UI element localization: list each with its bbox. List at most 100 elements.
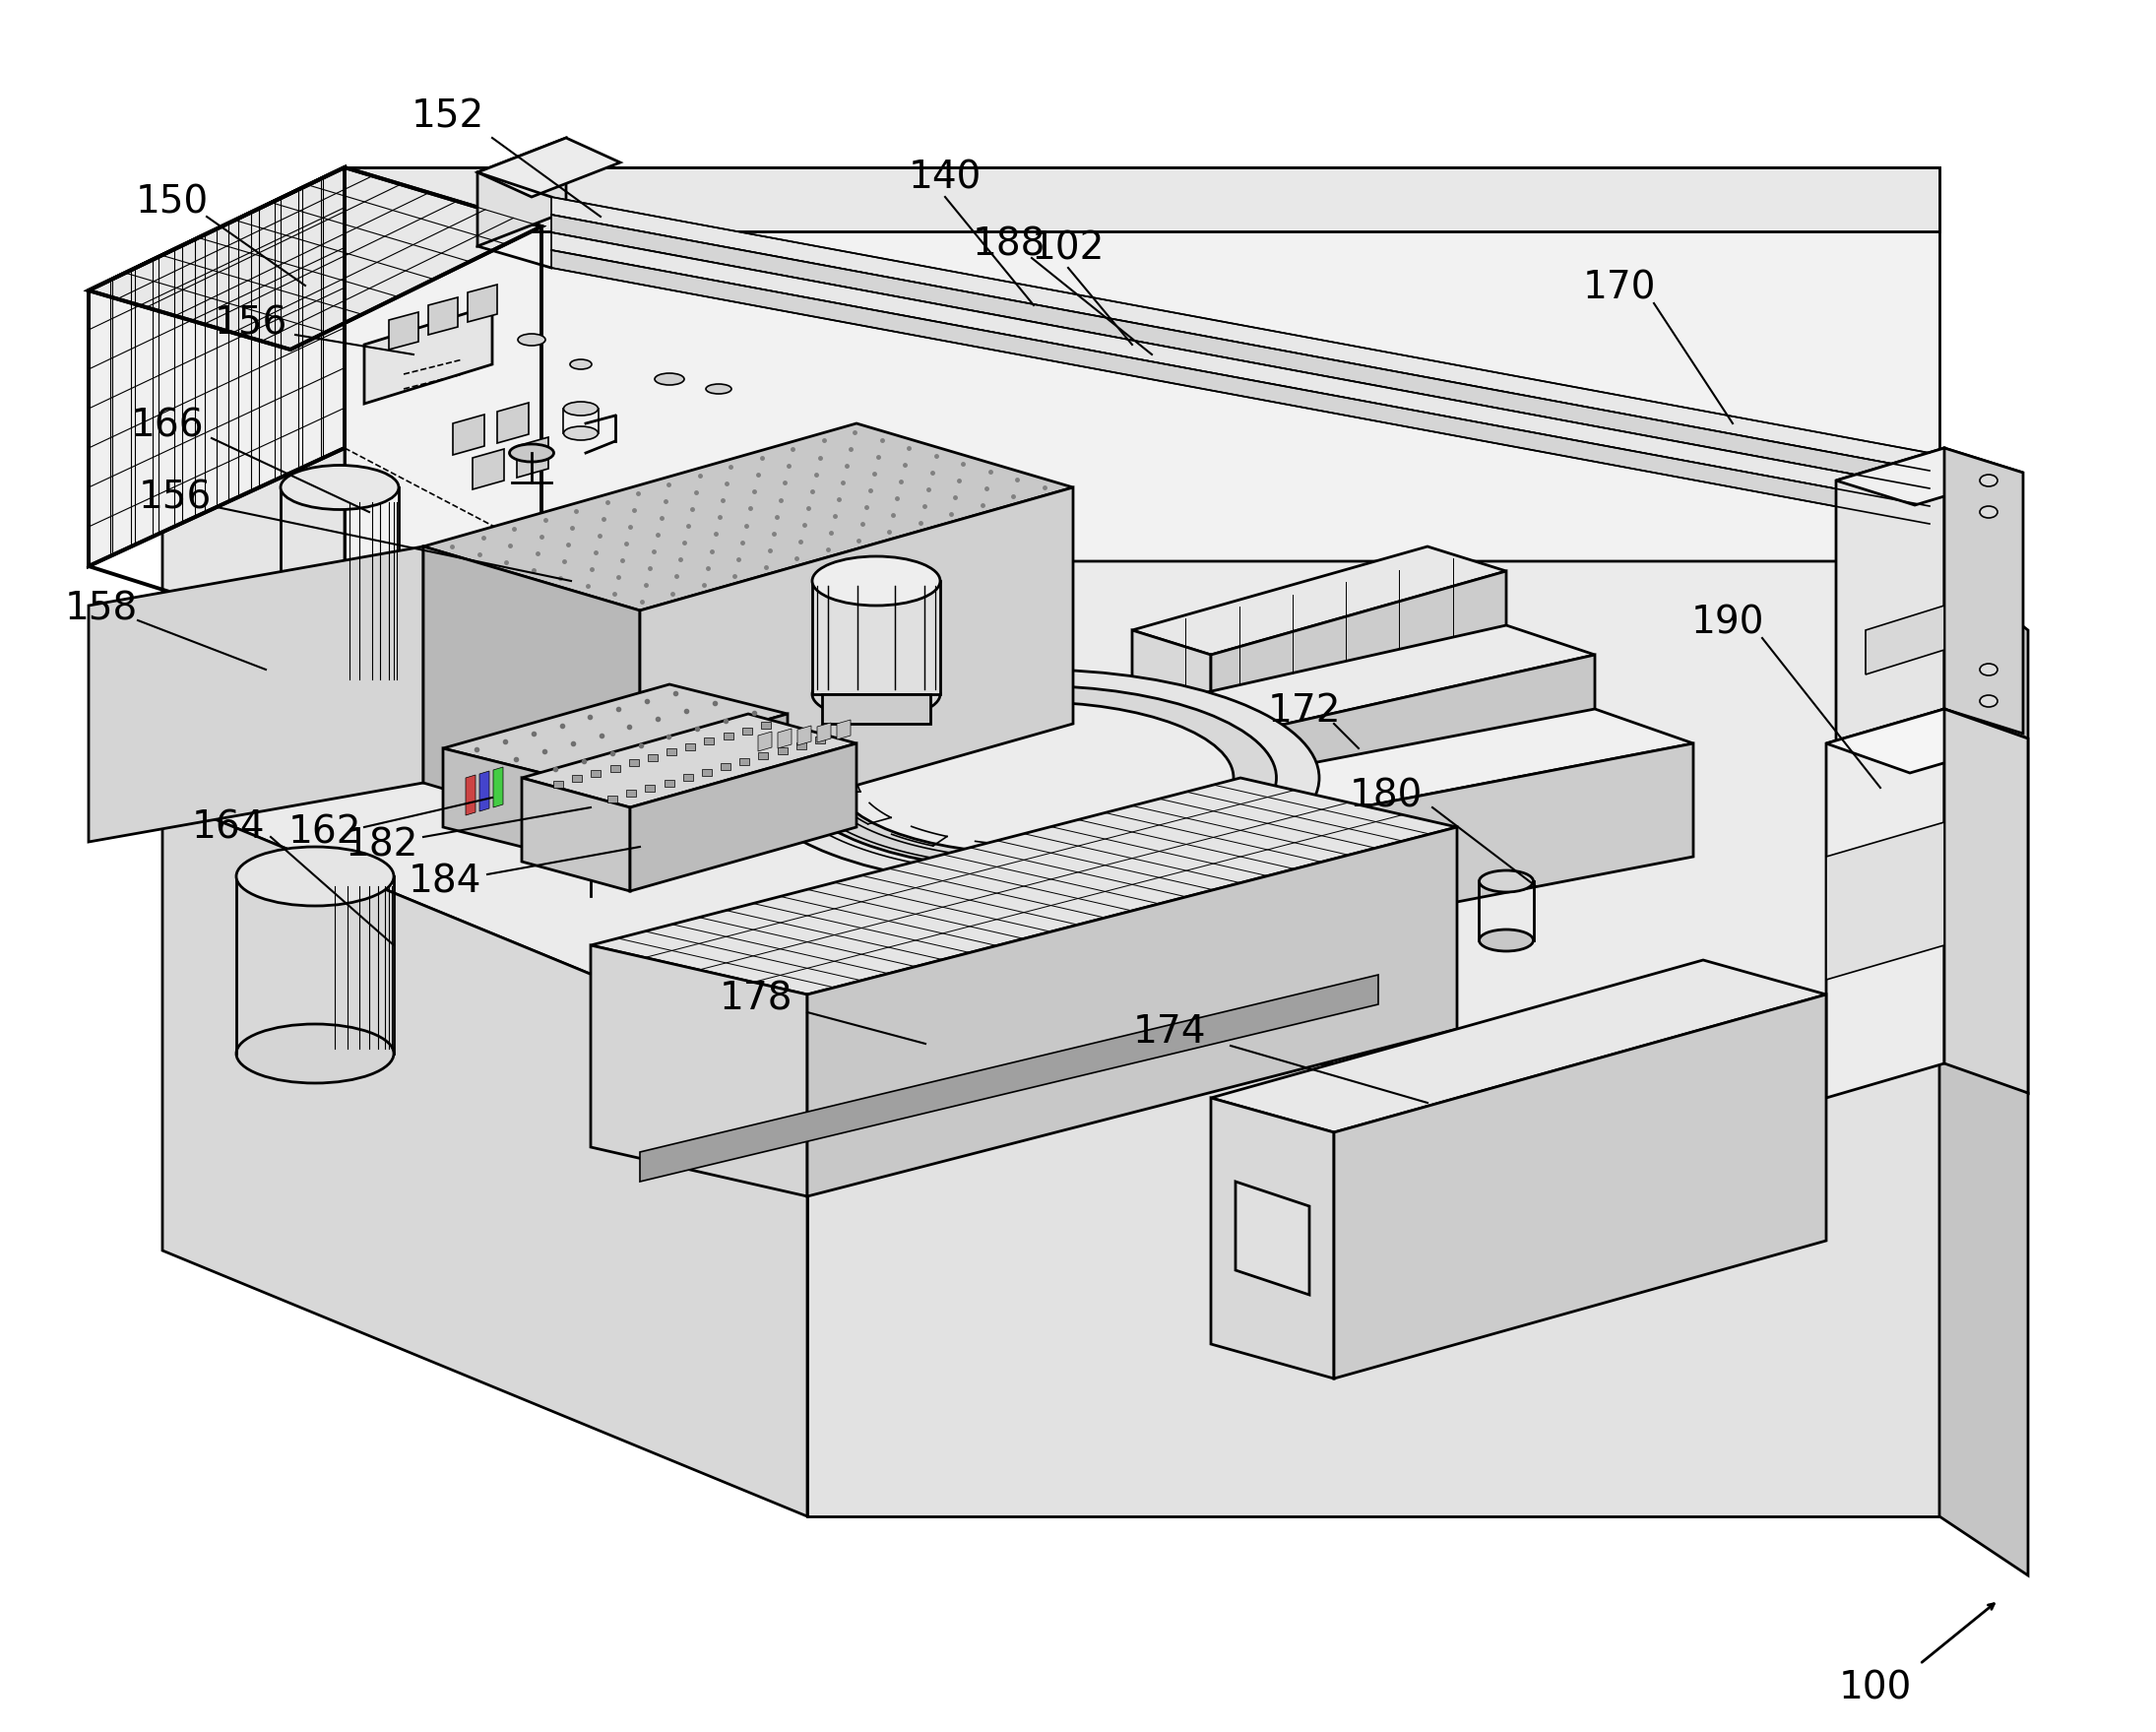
Ellipse shape — [748, 670, 1319, 887]
Ellipse shape — [791, 686, 1276, 869]
Polygon shape — [798, 726, 811, 745]
Polygon shape — [630, 759, 638, 766]
Polygon shape — [442, 748, 561, 857]
Polygon shape — [522, 714, 856, 807]
Text: 158: 158 — [65, 591, 138, 627]
Polygon shape — [1132, 708, 1692, 831]
Ellipse shape — [834, 701, 1233, 854]
Polygon shape — [591, 946, 806, 1197]
Polygon shape — [1212, 960, 1826, 1133]
Polygon shape — [703, 769, 711, 776]
Polygon shape — [442, 684, 787, 778]
Polygon shape — [591, 771, 602, 778]
Polygon shape — [552, 215, 1930, 488]
Polygon shape — [705, 738, 714, 745]
Polygon shape — [815, 736, 826, 743]
Polygon shape — [608, 795, 617, 802]
Polygon shape — [759, 753, 768, 760]
Polygon shape — [472, 449, 505, 490]
Polygon shape — [476, 139, 621, 197]
Polygon shape — [388, 312, 418, 350]
Polygon shape — [423, 423, 1074, 610]
Polygon shape — [345, 168, 1940, 561]
Polygon shape — [821, 695, 931, 724]
Polygon shape — [1132, 625, 1595, 738]
Polygon shape — [683, 774, 692, 781]
Polygon shape — [664, 779, 675, 786]
Polygon shape — [1837, 449, 2022, 506]
Polygon shape — [552, 249, 1930, 523]
Polygon shape — [817, 722, 830, 743]
Text: 178: 178 — [720, 980, 793, 1018]
Polygon shape — [630, 743, 856, 890]
Polygon shape — [561, 714, 787, 857]
Ellipse shape — [813, 556, 940, 606]
Polygon shape — [468, 284, 498, 322]
Ellipse shape — [1979, 663, 1996, 675]
Ellipse shape — [569, 360, 591, 369]
Polygon shape — [1132, 797, 1231, 946]
Polygon shape — [837, 721, 852, 740]
Polygon shape — [1940, 561, 2029, 1093]
Text: 102: 102 — [1031, 229, 1104, 267]
Ellipse shape — [1979, 695, 1996, 707]
Polygon shape — [1235, 1181, 1309, 1296]
Polygon shape — [552, 232, 1930, 506]
Ellipse shape — [237, 847, 395, 906]
Polygon shape — [610, 764, 619, 771]
Ellipse shape — [1479, 930, 1533, 951]
Polygon shape — [476, 139, 567, 246]
Ellipse shape — [280, 466, 399, 509]
Polygon shape — [522, 778, 630, 890]
Polygon shape — [1132, 708, 1220, 828]
Text: 166: 166 — [132, 407, 205, 443]
Polygon shape — [686, 743, 694, 750]
Polygon shape — [1940, 1044, 2029, 1576]
Polygon shape — [1945, 708, 2029, 1093]
Ellipse shape — [1479, 871, 1533, 892]
Polygon shape — [423, 547, 640, 847]
Polygon shape — [1826, 823, 1945, 980]
Polygon shape — [345, 168, 1940, 232]
Polygon shape — [1945, 449, 2022, 734]
Polygon shape — [453, 414, 485, 456]
Ellipse shape — [563, 402, 597, 416]
Polygon shape — [552, 197, 1930, 471]
Polygon shape — [517, 436, 548, 478]
Polygon shape — [162, 168, 345, 797]
Polygon shape — [1132, 547, 1507, 655]
Polygon shape — [647, 753, 658, 760]
Polygon shape — [1231, 743, 1692, 946]
Polygon shape — [162, 797, 806, 1516]
Polygon shape — [761, 722, 770, 729]
Text: 162: 162 — [289, 814, 362, 850]
Text: 170: 170 — [1583, 268, 1656, 307]
Text: 174: 174 — [1132, 1013, 1205, 1051]
Ellipse shape — [237, 1024, 395, 1082]
Polygon shape — [1335, 994, 1826, 1379]
Text: 164: 164 — [192, 809, 265, 845]
Text: 156: 156 — [138, 478, 211, 516]
Ellipse shape — [517, 334, 545, 346]
Text: 172: 172 — [1268, 693, 1341, 729]
Ellipse shape — [705, 385, 731, 393]
Polygon shape — [796, 741, 806, 748]
Polygon shape — [429, 298, 457, 334]
Text: 182: 182 — [345, 826, 418, 864]
Polygon shape — [1837, 449, 1945, 743]
Text: 156: 156 — [213, 305, 287, 341]
Polygon shape — [554, 781, 563, 788]
Text: 190: 190 — [1690, 603, 1764, 641]
Polygon shape — [1841, 454, 1968, 497]
Polygon shape — [1826, 708, 1945, 1098]
Polygon shape — [1220, 655, 1595, 828]
Polygon shape — [742, 727, 752, 734]
Ellipse shape — [813, 670, 940, 719]
Polygon shape — [645, 785, 655, 792]
Polygon shape — [640, 975, 1378, 1181]
Polygon shape — [813, 580, 940, 695]
Text: 150: 150 — [136, 184, 209, 220]
Text: 184: 184 — [407, 863, 481, 901]
Ellipse shape — [280, 656, 399, 701]
Polygon shape — [1826, 708, 2029, 772]
